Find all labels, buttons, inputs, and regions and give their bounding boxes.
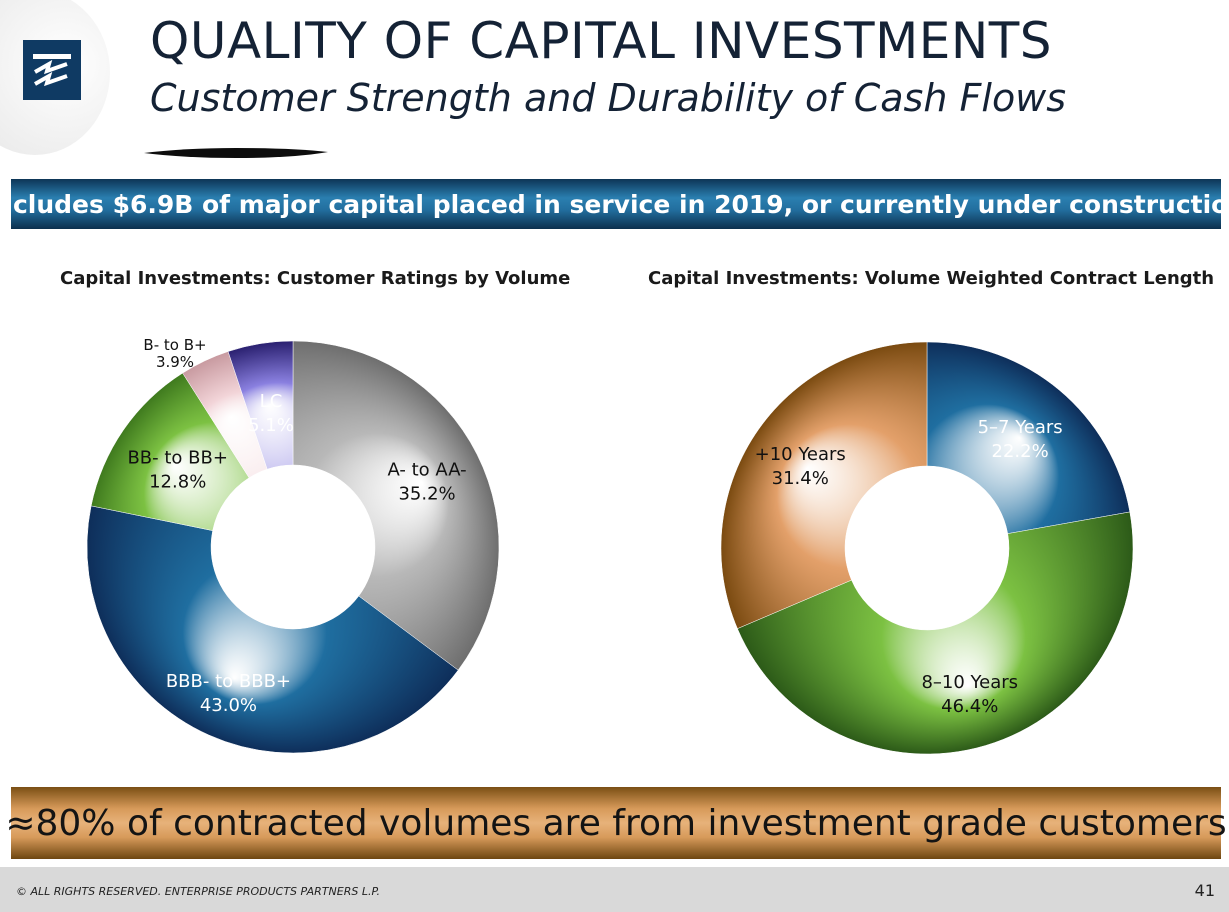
page-subtitle: Customer Strength and Durability of Cash… (150, 76, 1067, 120)
slice-value-label: 35.2% (398, 484, 455, 505)
copyright-text: © ALL RIGHTS RESERVED. ENTERPRISE PRODUC… (16, 885, 381, 898)
donut-chart-contract-length: 5–7 Years 22.2% 8–10 Years 46.4% +10 Years 31… (720, 341, 1134, 755)
slice-value-label: 12.8% (149, 472, 206, 493)
bottom-banner: ≈80% of contracted volumes are from inve… (5, 787, 1227, 859)
donut-slice-5-7-years (926, 341, 1131, 534)
slice-category-label: B- to B+ (143, 336, 206, 354)
footer: © ALL RIGHTS RESERVED. ENTERPRISE PRODUC… (0, 867, 1229, 912)
slice-value-label: 3.9% (156, 353, 194, 371)
donut-slice-8-10-years (737, 511, 1134, 755)
donut-slice-10-years (720, 341, 928, 629)
donut-slice-lc (227, 340, 294, 470)
slice-category-label: 5–7 Years (978, 417, 1063, 438)
donut-slice-a-to-aa (292, 340, 500, 671)
donut-slice-bb-to-bb (90, 372, 250, 531)
top-banner: Includes $6.9B of major capital placed i… (0, 179, 1229, 229)
page-number: 41 (1194, 881, 1215, 900)
bottom-banner-text: ≈80% of contracted volumes are from inve… (5, 802, 1227, 844)
chart-1-title: Capital Investments: Customer Ratings by… (60, 268, 571, 289)
donut-chart-customer-ratings: A- to AA- 35.2% BBB- to BBB+ 43.0% BB- to BB… (86, 336, 500, 754)
slice-category-label: +10 Years (755, 444, 846, 465)
page-title: QUALITY OF CAPITAL INVESTMENTS (150, 12, 1053, 70)
title-underline-decoration (144, 148, 328, 158)
slice-value-label: 22.2% (992, 441, 1049, 462)
slice-category-label: LC (260, 391, 283, 412)
slice-category-label: A- to AA- (387, 460, 466, 481)
slice-value-label: 31.4% (772, 468, 829, 489)
top-banner-text: Includes $6.9B of major capital placed i… (0, 189, 1229, 219)
slice-category-label: BBB- to BBB+ (166, 671, 291, 692)
company-logo (23, 40, 81, 100)
slice-value-label: 43.0% (200, 695, 257, 716)
chart-2-title: Capital Investments: Volume Weighted Con… (648, 268, 1215, 289)
slice-category-label: 8–10 Years (921, 672, 1018, 693)
slice-value-label: 46.4% (941, 696, 998, 717)
donut-slice-bbb-to-bbb (86, 505, 459, 754)
slice-value-label: 5.1% (248, 415, 294, 436)
slice-category-label: BB- to BB+ (127, 448, 228, 469)
